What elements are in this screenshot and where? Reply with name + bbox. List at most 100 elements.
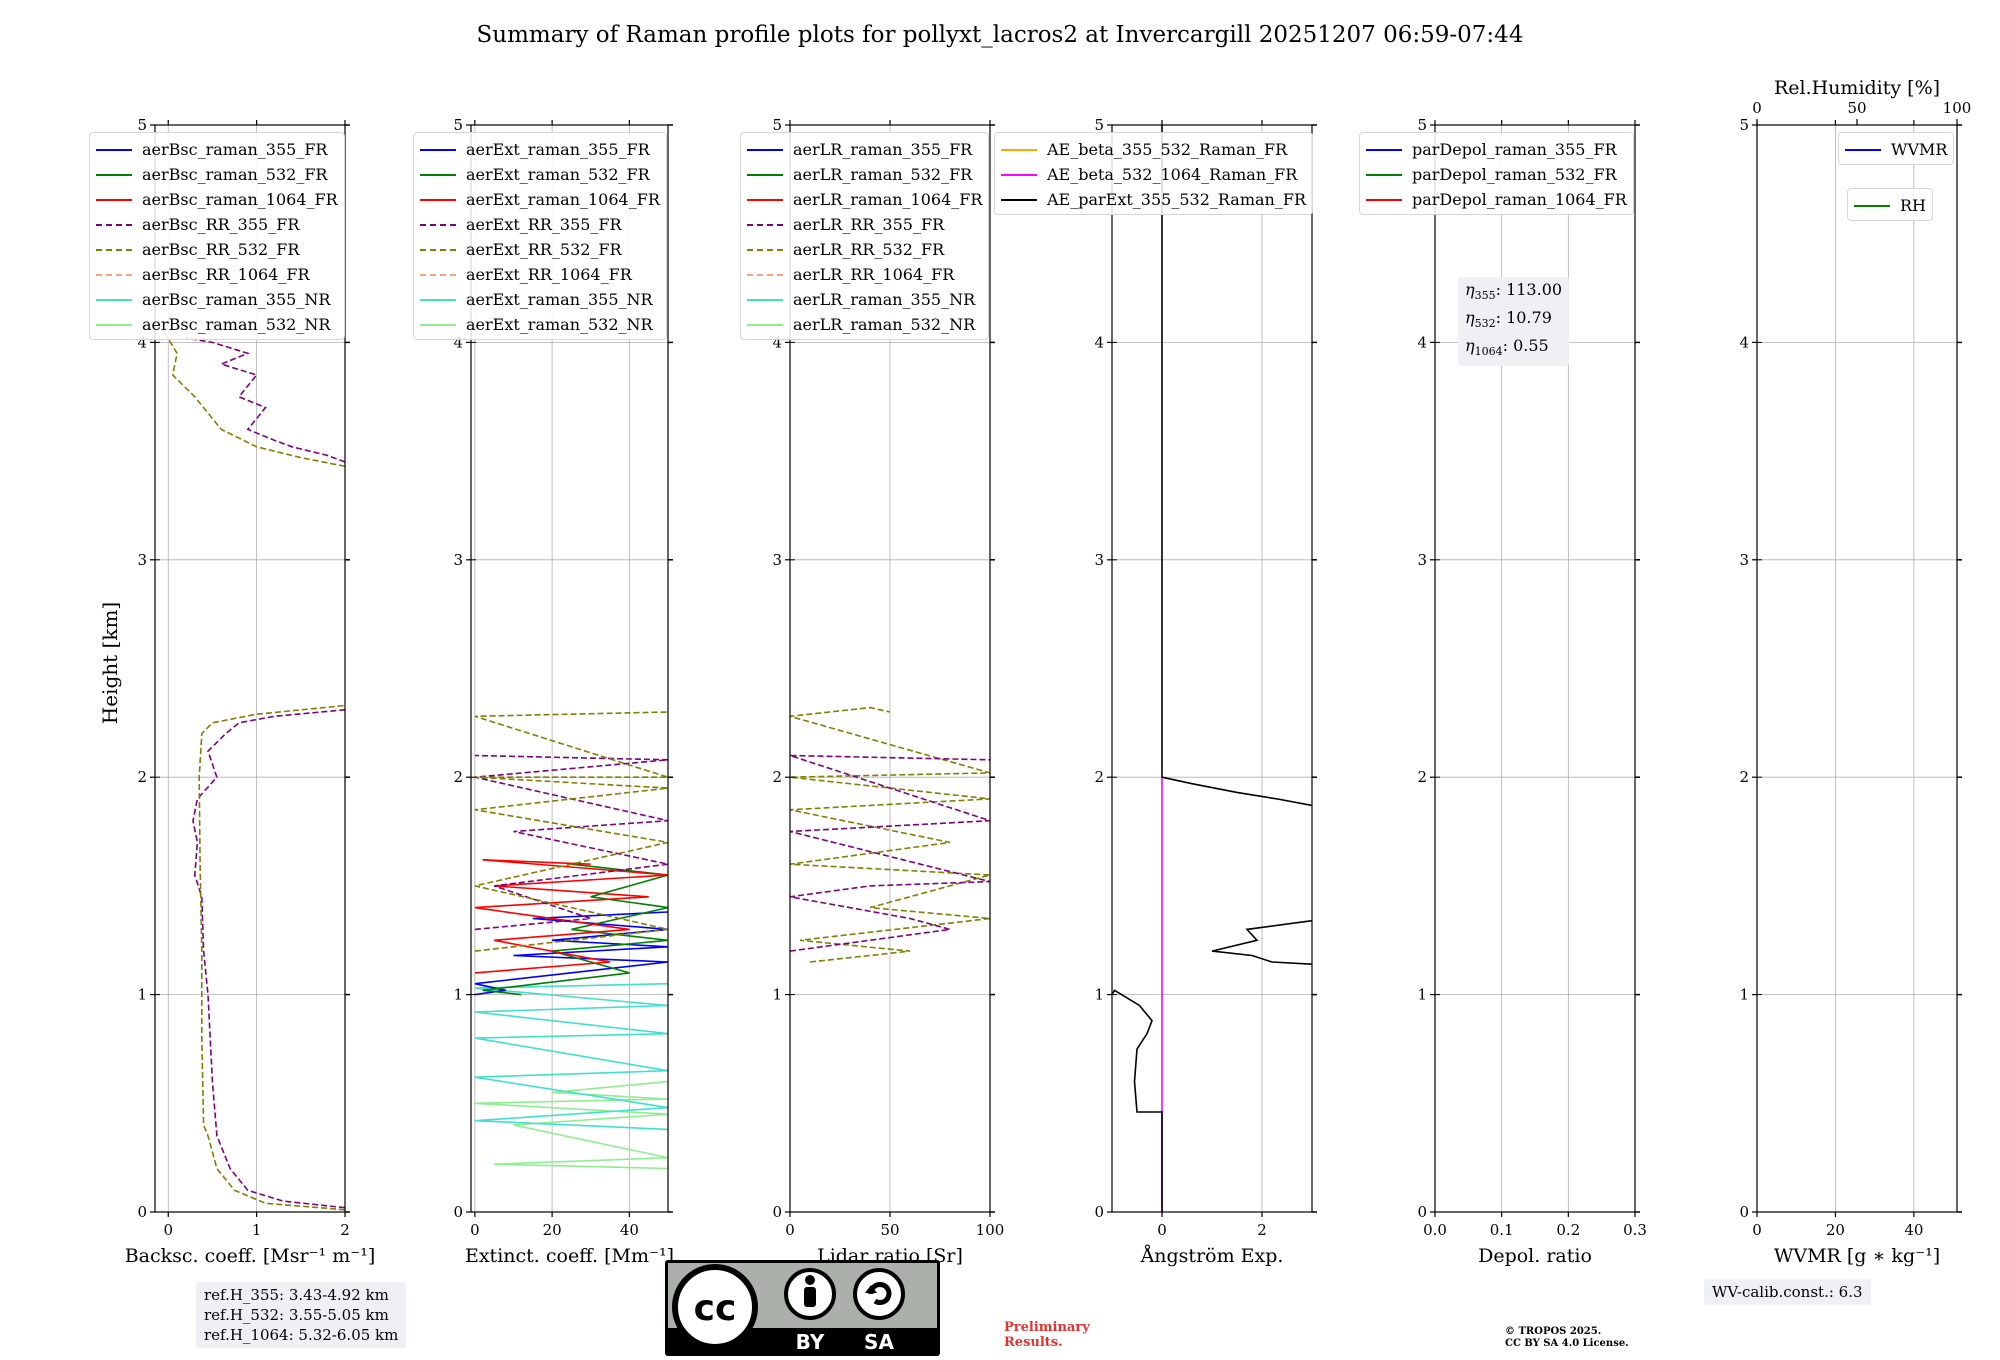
ext-series-aerExt_raman_355_FR — [474, 911, 668, 996]
bsc-xlabel: Backsc. coeff. [Msr⁻¹ m⁻¹] — [125, 1245, 376, 1267]
ext-ytick-label: 3 — [453, 551, 463, 569]
dep-legend: parDepol_raman_355_FR parDepol_raman_532_… — [1359, 132, 1634, 215]
bsc-legend-label: aerBsc_raman_532_FR — [142, 165, 328, 184]
ext-legend-label: aerExt_RR_532_FR — [466, 240, 622, 259]
ext-series-aerExt_RR_355_FR — [474, 754, 668, 931]
ext-legend-entry: aerExt_raman_532_NR — [420, 312, 660, 337]
dep-xtick-label: 0.0 — [1423, 1221, 1447, 1239]
ext-legend-swatch — [420, 173, 456, 176]
eta-values-box: η355: 113.00 η532: 10.79 η1064: 0.55 — [1458, 277, 1570, 366]
wv-ytick-label: 4 — [1739, 333, 1749, 351]
ae-axes-frame — [1111, 124, 1313, 1213]
ext-legend-swatch — [420, 298, 456, 301]
wv-legend-swatch — [1845, 148, 1881, 151]
dep-legend-swatch — [1366, 148, 1402, 151]
dep-ytick-label: 5 — [1417, 116, 1427, 134]
bsc-legend-label: aerBsc_raman_1064_FR — [142, 190, 338, 209]
bsc-xtick-label: 2 — [340, 1221, 350, 1239]
dep-xtick-label: 0.1 — [1490, 1221, 1514, 1239]
lr-legend-entry: aerLR_RR_1064_FR — [747, 262, 982, 287]
ext-series-aerExt_raman_355_NR — [474, 982, 668, 1131]
copyright-line-1: © TROPOS 2025. — [1505, 1326, 1602, 1337]
ae-legend-label: AE_parExt_355_532_Raman_FR — [1047, 190, 1306, 209]
copyright-line-2: CC BY SA 4.0 License. — [1505, 1338, 1629, 1349]
reference-heights-box: ref.H_355: 3.43-4.92 km ref.H_532: 3.55-… — [196, 1282, 407, 1348]
bsc-ytick-label: 4 — [137, 333, 147, 351]
ae-series-AE_parExt_355_532_Raman_FR_mid — [1211, 919, 1312, 965]
dep-ytick-label: 0 — [1417, 1203, 1427, 1221]
ext-series-aerExt_raman_1064_FR — [474, 859, 668, 974]
wv-legend-entry: RH — [1854, 193, 1926, 218]
ext-legend-swatch — [420, 248, 456, 251]
bsc-xtick-label: 1 — [252, 1221, 262, 1239]
wv-ytick-label: 1 — [1739, 986, 1749, 1004]
wv-legend-label: WVMR — [1891, 140, 1948, 159]
bsc-ytick-label: 3 — [137, 551, 147, 569]
bsc-legend-entry: aerBsc_RR_1064_FR — [96, 262, 338, 287]
ref-height-532: ref.H_532: 3.55-5.05 km — [204, 1306, 389, 1324]
ext-xtick-label: 20 — [543, 1221, 562, 1239]
lr-legend-label: aerLR_RR_355_FR — [793, 215, 945, 234]
ext-legend-entry: aerExt_raman_1064_FR — [420, 187, 660, 212]
lr-legend-swatch — [747, 273, 783, 276]
lr-ytick-label: 5 — [772, 116, 782, 134]
bsc-legend-label: aerBsc_raman_355_FR — [142, 140, 328, 159]
ext-legend-swatch — [420, 273, 456, 276]
bsc-legend-swatch — [96, 298, 132, 301]
copyright-note: © TROPOS 2025. CC BY SA 4.0 License. — [1505, 1326, 1629, 1350]
lr-legend-swatch — [747, 223, 783, 226]
lr-legend-entry: aerLR_RR_355_FR — [747, 212, 982, 237]
ae-legend-label: AE_beta_532_1064_Raman_FR — [1047, 165, 1298, 184]
bsc-legend-entry: aerBsc_raman_355_NR — [96, 287, 338, 312]
ext-legend-entry: aerExt_RR_532_FR — [420, 237, 660, 262]
ext-legend-swatch — [420, 223, 456, 226]
ae-ytick-label: 0 — [1094, 1203, 1104, 1221]
dep-legend-label: parDepol_raman_532_FR — [1412, 165, 1617, 184]
ae-xlabel: Ångström Exp. — [1140, 1245, 1284, 1267]
ext-legend-label: aerExt_raman_355_FR — [466, 140, 650, 159]
ext-xlabel: Extinct. coeff. [Mm⁻¹] — [465, 1245, 674, 1267]
bsc-legend-label: aerBsc_RR_532_FR — [142, 240, 300, 259]
lr-legend: aerLR_raman_355_FR aerLR_raman_532_FR aerL… — [740, 132, 990, 340]
wv-x2tick-label: 100 — [1943, 99, 1972, 117]
cc-license-badge: cc BY SA — [665, 1260, 940, 1356]
ae-legend-label: AE_beta_355_532_Raman_FR — [1047, 140, 1288, 159]
ae-legend: AE_beta_355_532_Raman_FR AE_beta_532_1064… — [994, 132, 1313, 215]
cc-icon — [672, 1264, 758, 1350]
preliminary-line-1: Preliminary — [1004, 1320, 1090, 1335]
dep-axes-frame — [1434, 124, 1636, 1213]
ae-series-AE_parExt_355_532_Raman_FR — [1112, 989, 1163, 1212]
lr-legend-swatch — [747, 148, 783, 151]
lr-xtick-label: 0 — [785, 1221, 795, 1239]
wv-xlabel: WVMR [g ∗ kg⁻¹] — [1774, 1245, 1940, 1267]
bsc-legend-label: aerBsc_raman_355_NR — [142, 290, 331, 309]
bsc-legend-entry: aerBsc_raman_1064_FR — [96, 187, 338, 212]
bsc-series-aerBsc_RR_532_FR_upper — [163, 331, 345, 468]
wv-ytick-label: 0 — [1739, 1203, 1749, 1221]
wv-x2tick-label: 0 — [1752, 99, 1762, 117]
lr-xtick-label: 100 — [976, 1221, 1005, 1239]
bsc-legend-entry: aerBsc_raman_532_NR — [96, 312, 338, 337]
bsc-legend-swatch — [96, 248, 132, 251]
ae-series-AE_parExt_355_532_Raman_FR_top — [1161, 125, 1312, 807]
lr-series-aerLR_RR_355_FR — [790, 754, 990, 952]
bsc-ytick-label: 1 — [137, 986, 147, 1004]
eta-line: η1064: 0.55 — [1465, 336, 1549, 359]
bsc-legend-swatch — [96, 223, 132, 226]
wv-ytick-label: 5 — [1739, 116, 1749, 134]
ext-legend-label: aerExt_RR_1064_FR — [466, 265, 632, 284]
dep-legend-entry: parDepol_raman_355_FR — [1366, 137, 1627, 162]
ae-xtick-label: 0 — [1157, 1221, 1167, 1239]
ext-legend-label: aerExt_RR_355_FR — [466, 215, 622, 234]
bsc-series-aerBsc_RR_532_FR — [198, 704, 345, 1211]
wv-xtick-label: 40 — [1904, 1221, 1923, 1239]
dep-xtick-label: 0.3 — [1623, 1221, 1647, 1239]
dep-ytick-label: 4 — [1417, 333, 1427, 351]
lr-legend-entry: aerLR_raman_532_FR — [747, 162, 982, 187]
lr-legend-entry: aerLR_RR_532_FR — [747, 237, 982, 262]
bsc-legend-label: aerBsc_raman_532_NR — [142, 315, 331, 334]
sa-arrowhead-icon — [865, 1285, 877, 1293]
lr-legend-label: aerLR_raman_532_FR — [793, 165, 973, 184]
bsc-legend-swatch — [96, 148, 132, 151]
cc-icon-text: cc — [694, 1288, 737, 1329]
